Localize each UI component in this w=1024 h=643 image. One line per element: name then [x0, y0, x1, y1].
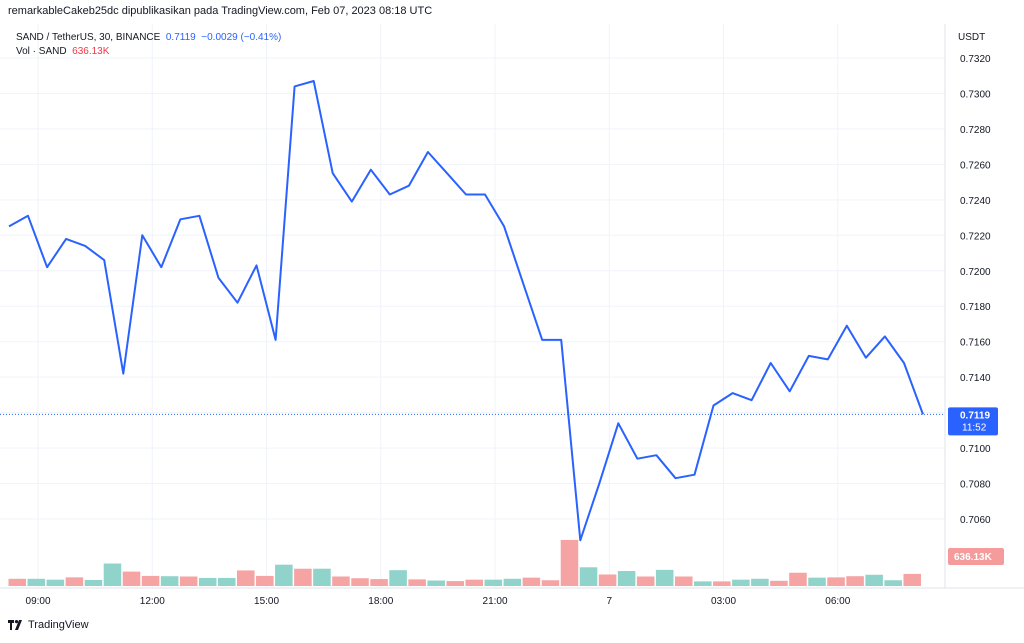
last-price: 0.7119 [165, 32, 196, 43]
volume-bar [217, 577, 236, 586]
volume-bar [789, 572, 807, 586]
volume-value: 636.13K [72, 46, 110, 57]
y-tick-label: 0.7080 [960, 480, 991, 491]
currency-label: USDT [958, 32, 986, 43]
volume-bar [141, 575, 160, 586]
volume-bar [256, 575, 274, 586]
volume-bars [8, 539, 921, 586]
y-tick-label: 0.7240 [960, 196, 991, 207]
volume-bar [160, 576, 179, 586]
symbol-legend[interactable]: SAND / TetherUS, 30, BINANCE 0.7119 −0.0… [16, 32, 281, 43]
x-axis-labels: 09:00 12:00 15:00 18:00 21:00 7 03:00 06:00 [26, 596, 851, 607]
footer[interactable]: TradingView [8, 619, 89, 631]
volume-bar [579, 567, 598, 586]
volume-bar [903, 573, 921, 586]
volume-bar [332, 576, 350, 586]
volume-bar [370, 579, 388, 586]
axes [0, 24, 1024, 589]
volume-bar [636, 576, 655, 586]
volume-bar [732, 579, 750, 586]
volume-bar [674, 576, 693, 586]
volume-bar [522, 577, 541, 586]
volume-bar [827, 577, 845, 586]
price-tag-countdown: 11:52 [962, 422, 987, 433]
volume-bar [484, 579, 503, 586]
volume-bar [713, 581, 731, 586]
volume-label: Vol · SAND [16, 46, 67, 57]
volume-bar [389, 570, 407, 586]
volume-bar [884, 580, 902, 586]
volume-bar [655, 569, 674, 586]
y-tick-label: 0.7160 [960, 338, 991, 349]
y-tick-label: 0.7140 [960, 373, 991, 384]
volume-bar [465, 579, 484, 586]
tradingview-logo-icon [8, 620, 22, 630]
y-tick-label: 0.7200 [960, 267, 991, 278]
volume-bar [294, 568, 312, 586]
volume-bar [103, 563, 122, 586]
volume-bar [179, 576, 198, 586]
volume-tag: 636.13K [948, 548, 1004, 565]
volume-bar [694, 581, 712, 586]
volume-bar [427, 580, 445, 586]
volume-bar [751, 578, 769, 586]
price-tag: 0.7119 11:52 [948, 407, 998, 436]
x-tick-label: 06:00 [825, 596, 850, 607]
volume-tag-value: 636.13K [954, 552, 993, 563]
volume-bar [560, 539, 579, 586]
price-line [8, 80, 924, 542]
volume-bar [846, 576, 864, 586]
x-tick-label: 15:00 [254, 596, 279, 607]
volume-bar [27, 578, 46, 586]
grid-lines [0, 24, 945, 588]
x-tick-label: 12:00 [140, 596, 165, 607]
x-tick-label: 7 [607, 596, 613, 607]
y-tick-label: 0.7320 [960, 54, 991, 65]
volume-bar [8, 578, 27, 586]
x-tick-label: 09:00 [26, 596, 51, 607]
volume-bar [122, 571, 141, 586]
y-tick-label: 0.7300 [960, 89, 991, 100]
volume-bar [408, 579, 426, 586]
volume-bar [541, 580, 560, 586]
y-axis-labels: 0.70600.70800.71000.71200.71400.71600.71… [960, 54, 991, 526]
volume-bar [198, 577, 217, 586]
volume-bar [351, 578, 369, 586]
x-tick-label: 21:00 [483, 596, 508, 607]
volume-bar [275, 564, 293, 586]
y-tick-label: 0.7180 [960, 302, 991, 313]
volume-bar [503, 578, 522, 586]
x-tick-label: 03:00 [711, 596, 736, 607]
volume-bar [65, 577, 84, 586]
y-tick-label: 0.7060 [960, 515, 991, 526]
y-tick-label: 0.7260 [960, 160, 991, 171]
y-tick-label: 0.7280 [960, 125, 991, 136]
brand-name: TradingView [28, 619, 89, 631]
price-change: −0.0029 (−0.41%) [201, 32, 282, 43]
volume-bar [598, 574, 617, 586]
price-tag-value: 0.7119 [960, 410, 990, 421]
volume-bar [237, 570, 255, 586]
volume-bar [617, 571, 636, 586]
volume-bar [46, 579, 65, 586]
symbol-name: SAND / TetherUS, 30, BINANCE [16, 32, 161, 43]
volume-bar [865, 574, 883, 586]
volume-bar [808, 577, 826, 586]
x-tick-label: 18:00 [368, 596, 393, 607]
volume-legend[interactable]: Vol · SAND 636.13K [16, 46, 109, 57]
attribution: remarkableCakeb25dc dipublikasikan pada … [8, 5, 433, 17]
y-tick-label: 0.7220 [960, 231, 991, 242]
volume-bar [446, 581, 464, 586]
volume-bar [84, 579, 103, 586]
y-tick-label: 0.7100 [960, 444, 991, 455]
volume-bar [313, 568, 331, 586]
volume-bar [770, 580, 788, 586]
